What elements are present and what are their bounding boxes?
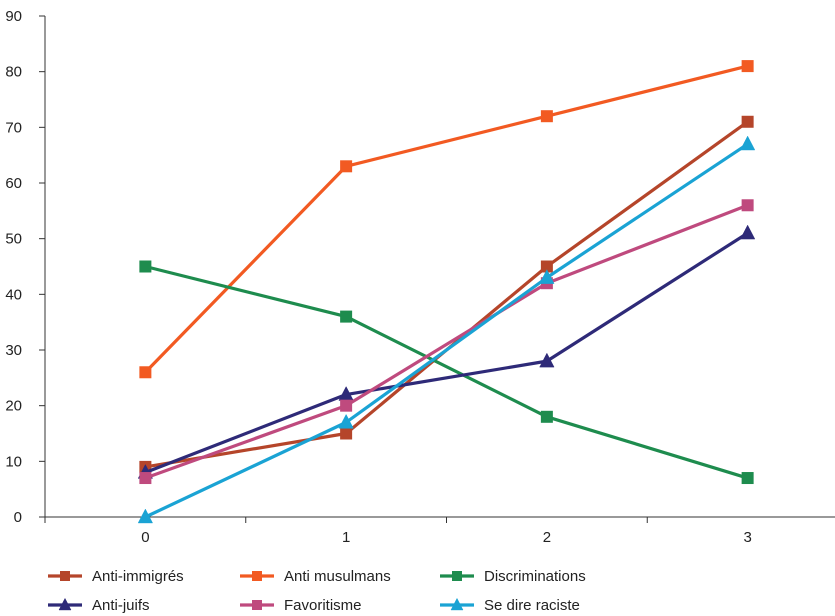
data-point	[741, 472, 754, 485]
legend-label: Anti-immigrés	[92, 568, 184, 585]
data-point	[340, 427, 353, 440]
data-point	[741, 199, 754, 212]
axes: 0 10 20 30 40 50 60 70 80 90 0 1 2 3	[5, 8, 835, 546]
x-tick-label: 3	[743, 529, 751, 546]
y-tick-label: 50	[5, 231, 22, 248]
series-4	[139, 199, 754, 485]
y-tick-label: 40	[5, 286, 22, 303]
series-line	[145, 120, 749, 469]
data-point	[540, 260, 553, 273]
data-point	[340, 399, 353, 412]
y-tick-label: 0	[14, 509, 22, 526]
legend-label: Anti musulmans	[284, 568, 391, 585]
legend-swatch-marker	[450, 597, 464, 611]
data-point	[137, 508, 153, 524]
series-5	[137, 135, 756, 524]
data-point	[139, 472, 152, 485]
data-point	[139, 260, 152, 273]
series-line	[144, 264, 749, 480]
series-0	[139, 115, 754, 473]
data-point	[338, 413, 354, 429]
series-line	[144, 231, 749, 474]
legend-item: Discriminations	[440, 568, 586, 585]
series-line	[144, 142, 749, 519]
data-point	[740, 135, 756, 151]
y-tick-label: 90	[5, 8, 22, 25]
legend-swatch-marker	[452, 571, 462, 581]
y-tick-label: 30	[5, 342, 22, 359]
x-tick-label: 1	[342, 529, 350, 546]
y-tick-label: 80	[5, 64, 22, 81]
series-1	[139, 60, 754, 379]
x-tick-label: 0	[141, 529, 149, 546]
legend-swatch-marker	[58, 597, 72, 611]
legend: Anti-immigrés Anti musulmans Discriminatio…	[48, 568, 586, 614]
data-point	[741, 115, 754, 128]
legend-item: Favoritisme	[240, 597, 362, 614]
y-tick-label: 20	[5, 398, 22, 415]
legend-swatch-marker	[252, 571, 262, 581]
x-tick-label: 2	[543, 529, 551, 546]
data-point	[340, 160, 353, 173]
data-point	[539, 352, 555, 368]
y-tick-label: 60	[5, 175, 22, 192]
data-point	[340, 310, 353, 323]
y-tick-label: 70	[5, 119, 22, 136]
series-line	[144, 64, 749, 374]
legend-label: Anti-juifs	[92, 597, 150, 614]
legend-swatch-marker	[60, 571, 70, 581]
y-tick-label: 10	[5, 453, 22, 470]
data-point	[740, 224, 756, 240]
legend-label: Favoritisme	[284, 597, 362, 614]
legend-label: Se dire raciste	[484, 597, 580, 614]
data-point	[540, 410, 553, 423]
data-point	[540, 110, 553, 123]
data-point	[741, 60, 754, 73]
series-line	[144, 203, 749, 480]
data-point	[139, 366, 152, 379]
series-layer	[137, 60, 756, 524]
series-2	[139, 260, 754, 485]
legend-item: Anti musulmans	[240, 568, 391, 585]
legend-item: Anti-immigrés	[48, 568, 184, 585]
legend-swatch-marker	[252, 600, 262, 610]
data-point	[539, 269, 555, 284]
legend-item: Anti-juifs	[48, 597, 150, 614]
legend-item: Se dire raciste	[440, 597, 580, 614]
legend-label: Discriminations	[484, 568, 586, 585]
